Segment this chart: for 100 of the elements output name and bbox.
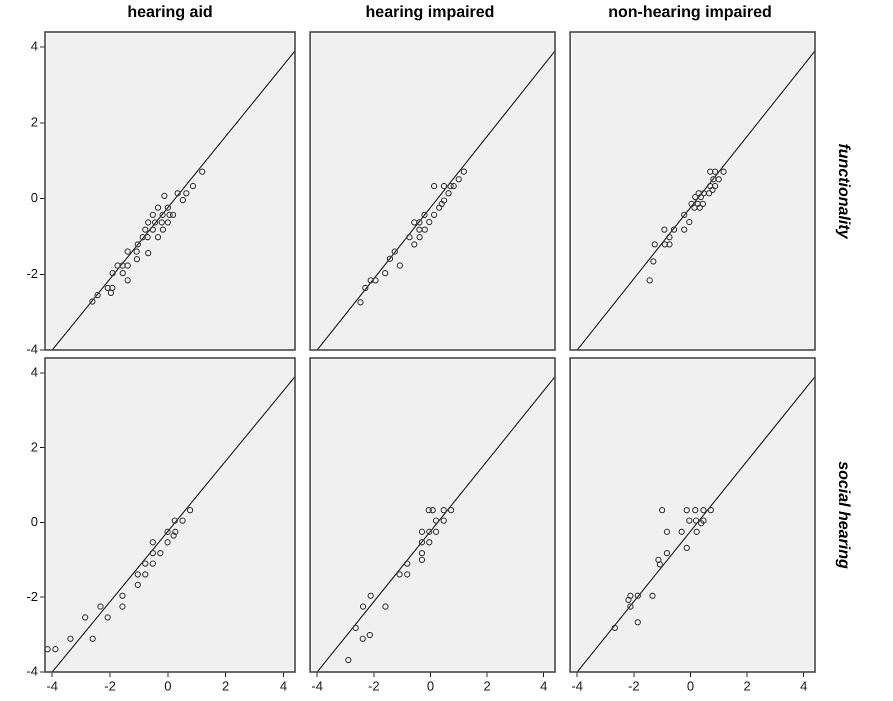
point: [706, 190, 712, 196]
point: [445, 190, 452, 196]
point: [183, 190, 190, 196]
point: [430, 506, 436, 514]
point: [199, 168, 206, 175]
x-tick-label: -4: [46, 678, 58, 694]
point: [164, 204, 171, 211]
point: [627, 603, 634, 610]
point: [426, 218, 432, 226]
point: [134, 241, 141, 248]
point: [681, 212, 688, 218]
point: [142, 226, 148, 233]
point: [108, 290, 114, 296]
point: [396, 571, 403, 578]
y-tick-label: -2: [26, 588, 38, 604]
point: [90, 636, 96, 642]
point: [124, 248, 131, 255]
point: [438, 200, 445, 208]
point: [422, 226, 428, 233]
y2-axis-title: social hearing: [834, 461, 852, 569]
point: [124, 262, 131, 269]
point: [368, 277, 374, 284]
x-tick-label: 2: [483, 678, 491, 694]
x-tick-label: 0: [164, 678, 172, 694]
point: [612, 624, 618, 632]
point: [89, 298, 96, 305]
point: [134, 582, 141, 588]
point: [692, 506, 698, 514]
point: [440, 182, 448, 190]
point: [160, 226, 166, 233]
point: [392, 248, 398, 255]
point: [94, 292, 101, 298]
point: [448, 506, 454, 514]
point: [152, 219, 158, 226]
x-tick-label: -2: [368, 678, 380, 694]
point: [104, 614, 111, 621]
point: [164, 219, 171, 226]
point: [700, 506, 707, 514]
point: [666, 241, 673, 248]
point: [150, 212, 156, 218]
point: [411, 241, 418, 248]
point: [144, 234, 151, 240]
point: [716, 176, 722, 182]
point: [707, 168, 714, 175]
y-tick-label: 4: [30, 364, 38, 380]
point: [692, 194, 698, 200]
point: [362, 284, 368, 292]
y2-axis-title: functionality: [834, 143, 852, 239]
point: [120, 270, 126, 276]
point: [97, 603, 104, 610]
point: [119, 603, 126, 610]
point: [664, 528, 670, 535]
point: [678, 528, 685, 535]
point: [695, 190, 702, 196]
point: [666, 234, 673, 240]
point: [720, 168, 727, 175]
point: [684, 506, 690, 514]
point: [700, 200, 706, 208]
point: [360, 636, 366, 642]
x-tick-label: 4: [280, 678, 288, 694]
point: [140, 234, 146, 240]
point: [662, 241, 668, 248]
point: [114, 262, 121, 269]
point: [627, 592, 634, 599]
point: [661, 226, 668, 233]
point: [691, 204, 698, 211]
x-tick-label: 0: [686, 678, 694, 694]
point: [698, 194, 704, 200]
point: [426, 528, 432, 535]
point: [692, 517, 700, 524]
point: [180, 196, 186, 204]
point: [157, 550, 164, 556]
point: [650, 258, 656, 265]
x-tick-label: 0: [426, 678, 434, 694]
point: [707, 182, 714, 190]
point: [119, 262, 126, 269]
y-tick-label: 2: [30, 114, 38, 130]
point: [45, 646, 51, 652]
point: [700, 517, 707, 524]
point: [670, 226, 678, 233]
point: [450, 182, 457, 190]
point: [186, 506, 194, 514]
point: [67, 636, 74, 642]
x-tick-label: 4: [800, 678, 808, 694]
point: [712, 182, 718, 190]
point: [700, 190, 707, 196]
point: [684, 544, 690, 552]
point: [109, 284, 116, 292]
y-tick-label: 4: [30, 38, 38, 54]
point: [709, 186, 716, 194]
point: [372, 277, 379, 284]
y-tick-label: -4: [26, 342, 38, 357]
y-tick-label: 0: [30, 190, 38, 206]
point: [386, 256, 394, 262]
x-tick-label: 2: [743, 678, 751, 694]
point: [430, 212, 438, 218]
point: [104, 284, 111, 292]
point: [164, 539, 171, 546]
point: [382, 270, 388, 276]
point: [172, 528, 178, 535]
